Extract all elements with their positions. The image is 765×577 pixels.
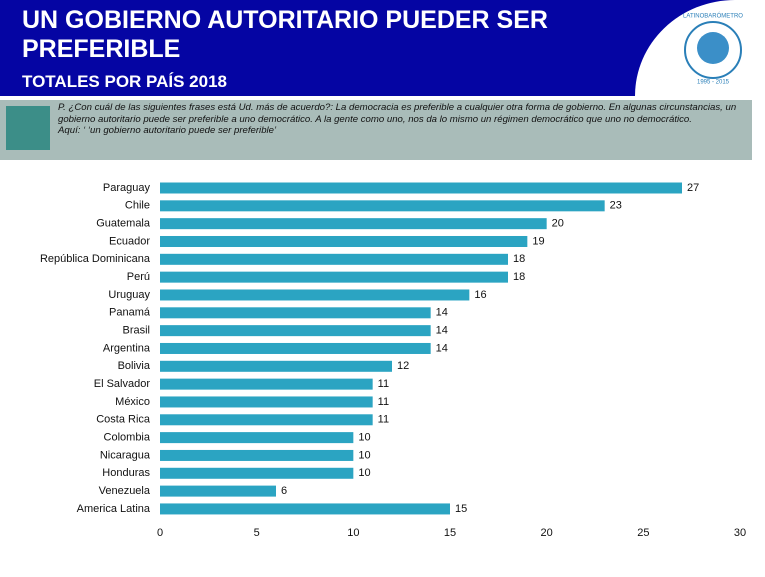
bar bbox=[160, 449, 354, 461]
logo: LATINOBARÓMETRO 1995 - 2015 bbox=[635, 0, 765, 96]
y-tick-label: Honduras bbox=[102, 467, 150, 479]
value-label: 11 bbox=[378, 378, 389, 390]
y-tick-label: El Salvador bbox=[94, 378, 151, 390]
x-tick-label: 0 bbox=[157, 527, 163, 539]
value-label: 14 bbox=[436, 325, 448, 337]
value-label: 12 bbox=[397, 360, 409, 372]
y-tick-label: Chile bbox=[125, 200, 150, 212]
question-text: P. ¿Con cuál de las siguientes frases es… bbox=[58, 102, 737, 125]
logo-name: LATINOBARÓMETRO bbox=[683, 13, 743, 20]
x-tick-label: 25 bbox=[637, 527, 649, 539]
y-tick-label: República Dominicana bbox=[40, 253, 151, 265]
x-tick-label: 10 bbox=[347, 527, 359, 539]
question-marker bbox=[6, 106, 50, 150]
value-label: 10 bbox=[358, 449, 370, 461]
y-tick-label: Ecuador bbox=[109, 235, 150, 247]
value-label: 18 bbox=[513, 271, 525, 283]
y-tick-label: Brasil bbox=[122, 325, 150, 337]
bar bbox=[160, 432, 354, 444]
bar bbox=[160, 289, 470, 301]
value-label: 20 bbox=[552, 218, 564, 230]
x-tick-label: 30 bbox=[734, 527, 746, 539]
bar bbox=[160, 396, 373, 408]
bar bbox=[160, 467, 354, 479]
logo-years: 1995 - 2015 bbox=[697, 80, 730, 86]
bar bbox=[160, 414, 373, 426]
bar bbox=[160, 325, 431, 337]
x-tick-label: 15 bbox=[444, 527, 456, 539]
title: UN GOBIERNO AUTORITARIO PUEDER SER PREFE… bbox=[22, 6, 548, 63]
value-label: 18 bbox=[513, 253, 525, 265]
value-label: 11 bbox=[378, 396, 389, 408]
x-tick-label: 5 bbox=[254, 527, 260, 539]
y-tick-label: America Latina bbox=[77, 503, 151, 515]
value-label: 10 bbox=[358, 467, 370, 479]
value-label: 15 bbox=[455, 503, 467, 515]
y-tick-label: Costa Rica bbox=[96, 414, 151, 426]
value-label: 19 bbox=[532, 235, 544, 247]
logo-ring bbox=[684, 21, 742, 79]
question-band bbox=[0, 100, 752, 160]
y-tick-label: Bolivia bbox=[118, 360, 151, 372]
y-tick-label: Paraguay bbox=[103, 182, 151, 194]
bar bbox=[160, 271, 508, 283]
bar bbox=[160, 307, 431, 319]
y-tick-label: Perú bbox=[127, 271, 150, 283]
logo-globe bbox=[697, 32, 729, 64]
y-tick-label: Argentina bbox=[103, 342, 151, 354]
value-label: 23 bbox=[610, 200, 622, 212]
value-label: 6 bbox=[281, 485, 287, 497]
x-tick-label: 20 bbox=[541, 527, 553, 539]
y-tick-label: Uruguay bbox=[108, 289, 150, 301]
value-label: 16 bbox=[474, 289, 486, 301]
bar bbox=[160, 200, 605, 212]
y-tick-label: Colombia bbox=[104, 432, 151, 444]
y-tick-label: Venezuela bbox=[99, 485, 151, 497]
bar bbox=[160, 182, 682, 194]
value-label: 10 bbox=[358, 432, 370, 444]
y-tick-label: Nicaragua bbox=[100, 449, 151, 461]
y-tick-label: Guatemala bbox=[96, 218, 151, 230]
question: P. ¿Con cuál de las siguientes frases es… bbox=[58, 102, 738, 137]
bar bbox=[160, 342, 431, 354]
y-tick-label: Panamá bbox=[109, 307, 151, 319]
question-aqui: Aquí: ‘ ‘un gobierno autoritario puede s… bbox=[58, 125, 277, 136]
value-label: 11 bbox=[378, 414, 389, 426]
value-label: 14 bbox=[436, 342, 448, 354]
bar bbox=[160, 360, 392, 372]
logo-graphic: LATINOBARÓMETRO 1995 - 2015 bbox=[683, 13, 743, 86]
y-tick-label: México bbox=[115, 396, 150, 408]
bar bbox=[160, 378, 373, 390]
subtitle: TOTALES POR PAÍS 2018 bbox=[22, 72, 228, 91]
bar bbox=[160, 485, 276, 497]
value-label: 27 bbox=[687, 182, 699, 194]
value-label: 14 bbox=[436, 307, 448, 319]
bar bbox=[160, 503, 450, 515]
bar bbox=[160, 218, 547, 230]
bar bbox=[160, 253, 508, 265]
bar bbox=[160, 235, 528, 247]
